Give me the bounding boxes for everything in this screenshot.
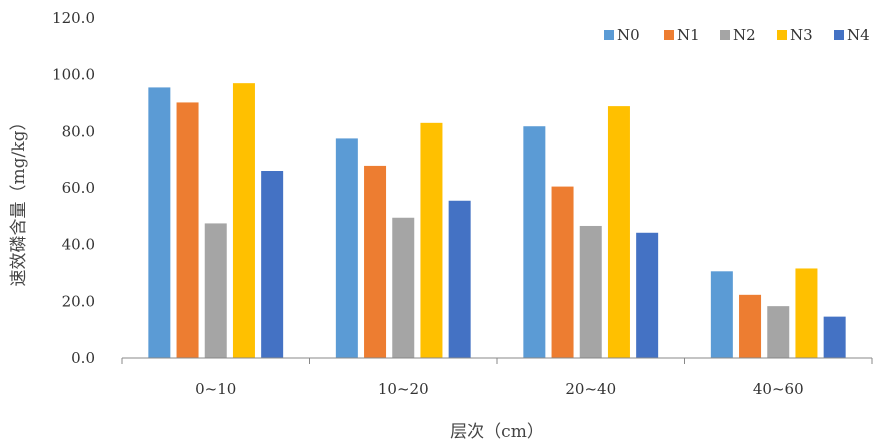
- bar-n1-2: [364, 165, 387, 358]
- legend-swatch-n0: [604, 30, 614, 40]
- x-tick-label: 10~20: [378, 380, 429, 398]
- y-axis-title: 速效磷含量（mg/kg）: [9, 114, 29, 287]
- bar-n4-1: [261, 171, 284, 358]
- y-tick-label: 20.0: [62, 292, 95, 310]
- bar-n1-1: [176, 102, 199, 358]
- bar-n3-3: [607, 106, 630, 358]
- bar-n2-3: [579, 225, 602, 358]
- bar-n4-3: [636, 232, 659, 358]
- legend-swatch-n1: [664, 30, 674, 40]
- x-axis-ticks: 0~10 10~20 20~40 40~60: [121, 358, 873, 398]
- bar-n0-1: [148, 87, 171, 359]
- legend-label-n0: N0: [617, 26, 640, 44]
- y-tick-label: 40.0: [62, 236, 95, 254]
- bar-n2-1: [204, 223, 227, 358]
- bar-n3-1: [232, 83, 255, 359]
- y-tick-label: 80.0: [62, 122, 95, 140]
- x-axis-title: 层次（cm）: [450, 422, 544, 442]
- y-axis-ticks: 0.0 20.0 40.0 60.0 80.0 100.0 120.0: [52, 9, 95, 367]
- y-tick-label: 100.0: [52, 66, 95, 84]
- bar-n0-2: [335, 138, 358, 358]
- bar-n4-2: [448, 200, 471, 358]
- y-tick-label: 0.0: [71, 349, 95, 367]
- x-tick-label: 40~60: [753, 380, 804, 398]
- bar-n4-4: [823, 316, 846, 358]
- y-tick-label: 60.0: [62, 179, 95, 197]
- bar-n1-4: [739, 294, 762, 358]
- legend-swatch-n3: [777, 30, 787, 40]
- legend-label-n2: N2: [733, 26, 756, 44]
- y-tick-label: 120.0: [52, 9, 95, 27]
- bar-n2-4: [767, 306, 790, 358]
- bars-group: [148, 83, 846, 359]
- x-tick-label: 20~40: [565, 380, 616, 398]
- legend-swatch-n4: [834, 30, 844, 40]
- bar-n3-4: [795, 268, 818, 358]
- bar-n2-2: [392, 217, 415, 358]
- bar-n0-3: [523, 126, 546, 358]
- legend-label-n4: N4: [847, 26, 870, 44]
- legend-label-n3: N3: [790, 26, 813, 44]
- legend-label-n1: N1: [677, 26, 700, 44]
- legend: N0 N1 N2 N3 N4: [604, 26, 870, 44]
- legend-swatch-n2: [720, 30, 730, 40]
- bar-n3-2: [420, 122, 443, 358]
- bar-n1-3: [551, 186, 574, 358]
- bar-n0-4: [710, 271, 733, 358]
- x-tick-label: 0~10: [195, 380, 236, 398]
